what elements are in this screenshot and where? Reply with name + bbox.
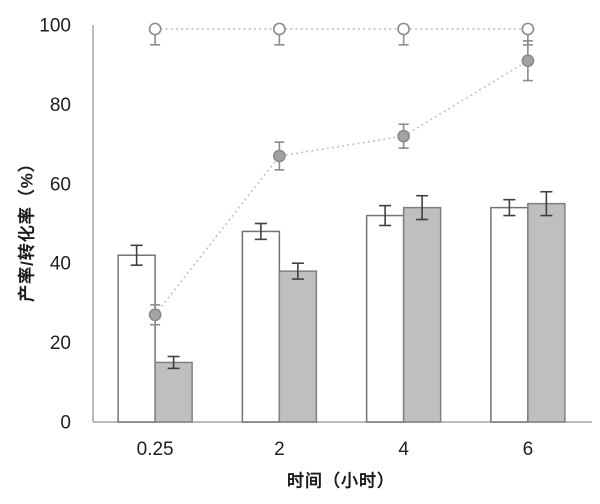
x-axis-title: 时间（小时） <box>287 471 395 491</box>
marker-open-circle <box>521 22 535 36</box>
marker-filled-circle <box>272 149 286 163</box>
y-tick-label: 80 <box>50 95 71 116</box>
y-tick-label: 0 <box>60 413 71 434</box>
marker-open-circle <box>148 22 162 36</box>
gray-filled-circle-conversion-line <box>154 60 529 316</box>
x-tick-label: 2 <box>274 439 285 460</box>
gray-bar-yield-bar <box>527 202 566 423</box>
marker-filled-circle <box>148 308 162 322</box>
y-tick-label: 20 <box>50 333 71 354</box>
y-tick-label: 100 <box>39 16 71 37</box>
marker-filled-circle <box>521 54 535 68</box>
marker-filled-circle <box>397 129 411 143</box>
white-bar-yield-bar <box>490 206 529 423</box>
marker-open-circle <box>272 22 286 36</box>
x-tick-label: 4 <box>398 439 409 460</box>
white-bar-yield-bar <box>365 214 405 423</box>
y-tick-label: 40 <box>50 254 71 275</box>
x-tick-label: 0.25 <box>137 439 174 460</box>
gray-bar-yield-bar <box>402 206 442 423</box>
y-tick-label: 60 <box>50 174 71 195</box>
x-tick-label: 6 <box>523 439 534 460</box>
white-bar-yield-bar <box>241 230 281 423</box>
marker-open-circle <box>397 22 411 36</box>
gray-bar-yield-bar <box>154 361 193 423</box>
gray-bar-yield-bar <box>278 270 318 423</box>
y-axis-title: 产率/转化率（%） <box>17 154 37 302</box>
white-bar-yield-bar <box>117 254 156 423</box>
